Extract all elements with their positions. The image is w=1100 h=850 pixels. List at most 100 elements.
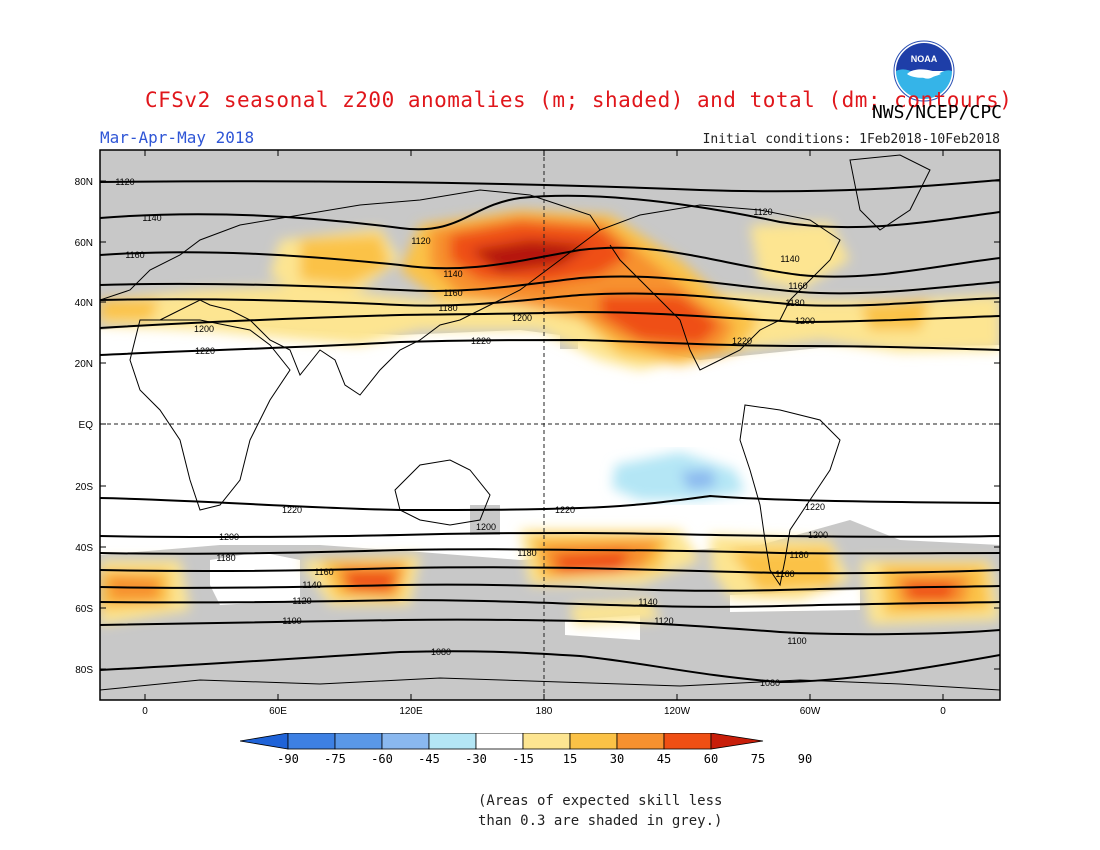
contour-label: 1200 xyxy=(808,530,828,540)
contour-label-text: 1180 xyxy=(216,553,235,563)
skill-note-line2: than 0.3 are shaded in grey.) xyxy=(478,813,723,829)
contour-label-text: 1080 xyxy=(760,678,780,688)
lon-label: 0 xyxy=(940,706,946,717)
contour-label-text: 1220 xyxy=(805,502,825,512)
contour-label: 1220 xyxy=(471,336,491,346)
colorbar: -90 -75 -60 -45 -30 -15 15 30 45 60 75 90 xyxy=(240,733,812,766)
contour-label-text: 1120 xyxy=(115,177,134,187)
colorbar-right-arrow xyxy=(710,733,764,750)
contour-label: 1200 xyxy=(219,532,239,542)
contour-label: 1140 xyxy=(638,597,657,607)
contour-label: 1220 xyxy=(555,505,575,515)
contour-label-text: 1220 xyxy=(471,336,491,346)
contour-label-text: 1120 xyxy=(292,596,311,606)
lon-label: 60W xyxy=(800,706,821,717)
contour-label: 1200 xyxy=(512,313,532,323)
lat-label: 60N xyxy=(75,238,93,249)
lat-label: 80N xyxy=(75,177,93,188)
contour-label: 1180 xyxy=(789,550,808,560)
contour-label-text: 1200 xyxy=(219,532,239,542)
contour-label-text: 1180 xyxy=(517,548,536,558)
colorbar-label: 45 xyxy=(657,752,671,766)
contour-labels: 1120114011601120114011601180120012001220… xyxy=(115,177,828,688)
contour-label: 1140 xyxy=(443,269,462,279)
contour-label-text: 1220 xyxy=(282,505,302,515)
contour-label: 1180 xyxy=(438,303,457,313)
contour-label-text: 1200 xyxy=(194,324,214,334)
colorbar-segment xyxy=(663,733,712,750)
season-label: Mar-Apr-May 2018 xyxy=(100,128,255,147)
lon-label: 0 xyxy=(142,706,148,717)
latitude-labels: 80N 60N 40N 20N EQ 20S 40S 60S 80S xyxy=(75,177,94,676)
contour-label-text: 1220 xyxy=(195,346,215,356)
colorbar-label: -30 xyxy=(465,752,487,766)
colorbar-left-arrow xyxy=(240,733,289,750)
contour-label: 1160 xyxy=(125,250,144,260)
contour-label: 1120 xyxy=(753,207,772,217)
contour-label: 1180 xyxy=(216,553,235,563)
colorbar-segment xyxy=(287,733,336,750)
colorbar-label: -15 xyxy=(512,752,534,766)
contour-label-text: 1160 xyxy=(443,288,462,298)
contour-label-text: 1200 xyxy=(795,316,815,326)
contour-label: 1080 xyxy=(760,678,780,688)
colorbar-segment xyxy=(428,733,477,750)
colorbar-label: 15 xyxy=(563,752,577,766)
contour-label: 1220 xyxy=(282,505,302,515)
contour-label-text: 1220 xyxy=(732,336,752,346)
contour-label-text: 1180 xyxy=(789,550,808,560)
colorbar-segment xyxy=(569,733,618,750)
lon-label: 120W xyxy=(664,706,691,717)
lat-label: 20S xyxy=(75,482,93,493)
contour-label: 1160 xyxy=(788,281,807,291)
axis-ticks xyxy=(100,150,1000,700)
colorbar-label: -90 xyxy=(277,752,299,766)
colorbar-label: 90 xyxy=(798,752,812,766)
contour-label-text: 1140 xyxy=(142,213,161,223)
contour-label-text: 1160 xyxy=(788,281,807,291)
longitude-labels: 0 60E 120E 180 120W 60W 0 xyxy=(142,706,946,717)
skill-note-line1: (Areas of expected skill less xyxy=(478,793,723,809)
colorbar-segment xyxy=(616,733,665,750)
contour-label: 1160 xyxy=(314,567,333,577)
colorbar-label: -60 xyxy=(371,752,393,766)
contour-label: 1220 xyxy=(195,346,215,356)
colorbar-label: 75 xyxy=(751,752,765,766)
contour-label: 1220 xyxy=(732,336,752,346)
contour-label-text: 1140 xyxy=(443,269,462,279)
contour-label-text: 1220 xyxy=(555,505,575,515)
contour-label-text: 1120 xyxy=(411,236,430,246)
contour-label: 1140 xyxy=(142,213,161,223)
contour-label-text: 1160 xyxy=(125,250,144,260)
contour-label-text: 1080 xyxy=(431,647,451,657)
contour-label: 1120 xyxy=(654,616,673,626)
lat-label: 40S xyxy=(75,543,93,554)
contour-label-text: 1100 xyxy=(787,636,806,646)
contour-label-text: 1100 xyxy=(282,616,301,626)
map-gridlines xyxy=(100,150,1000,700)
height-contours xyxy=(100,179,1000,684)
lon-label: 120E xyxy=(399,706,423,717)
contour-label: 1160 xyxy=(775,569,794,579)
contour-label: 1180 xyxy=(517,548,536,558)
contour-label-text: 1120 xyxy=(753,207,772,217)
lon-label: 60E xyxy=(269,706,287,717)
colorbar-label: 30 xyxy=(610,752,624,766)
contour-label-text: 1180 xyxy=(438,303,457,313)
contour-label: 1220 xyxy=(805,502,825,512)
colorbar-segment xyxy=(522,733,571,750)
contour-label: 1100 xyxy=(282,616,301,626)
contour-label: 1140 xyxy=(780,254,799,264)
lon-label: 180 xyxy=(536,706,553,717)
coastlines xyxy=(100,154,1000,691)
contour-label: 1120 xyxy=(115,177,134,187)
colorbar-label: -75 xyxy=(324,752,346,766)
colorbar-label: -45 xyxy=(418,752,440,766)
negative-anomaly-shading xyxy=(612,452,745,500)
contour-label-text: 1160 xyxy=(314,567,333,577)
noaa-logo: NOAA xyxy=(893,40,955,102)
lat-label: 40N xyxy=(75,298,93,309)
colorbar-segment xyxy=(381,733,430,750)
lat-label: EQ xyxy=(79,420,94,431)
